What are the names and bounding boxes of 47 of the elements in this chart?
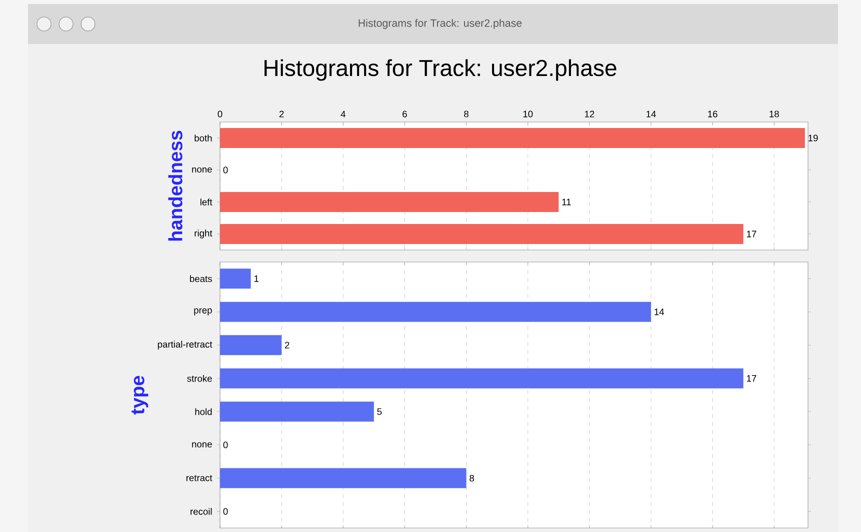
y-tick-label: stroke — [187, 374, 212, 382]
x-tick-label: 8 — [464, 110, 468, 118]
text: Histograms for Track: user2.phase — [358, 19, 522, 29]
y-tick-label: partial-retract — [158, 340, 212, 350]
data-label: 0 — [223, 508, 228, 515]
y-tick-label: right — [194, 230, 212, 238]
y-axis-title: type — [132, 376, 148, 415]
x-tick-label: 18 — [770, 110, 779, 118]
bar — [220, 192, 559, 212]
data-label: 1 — [254, 275, 258, 282]
x-tick-label: 0 — [218, 110, 222, 118]
y-tick-label: hold — [195, 408, 212, 416]
x-tick-label: 16 — [708, 110, 718, 118]
y-tick-label: prep — [194, 308, 212, 316]
x-tick-label: 4 — [340, 110, 346, 118]
data-label: 0 — [223, 442, 228, 448]
bar — [220, 268, 251, 289]
bar — [220, 224, 744, 244]
data-label: 17 — [746, 230, 756, 238]
bar — [220, 402, 374, 422]
x-tick-label: 14 — [646, 110, 656, 118]
y-tick-label: none — [192, 442, 212, 448]
bar — [220, 302, 651, 322]
x-tick-label: 2 — [279, 110, 284, 118]
data-label: 0 — [223, 166, 228, 174]
y-tick-label: retract — [186, 475, 212, 482]
x-tick-label: 6 — [402, 110, 407, 118]
data-label: 5 — [377, 408, 382, 415]
data-label: 2 — [284, 342, 290, 348]
data-label: 17 — [746, 375, 756, 382]
data-label: 8 — [470, 474, 474, 482]
data-label: 19 — [808, 134, 818, 142]
y-tick-label: left — [200, 198, 212, 206]
y-tick-label: none — [192, 167, 212, 173]
chart-title: Histograms for Track: user2.phase — [264, 59, 616, 81]
y-tick-label: beats — [190, 275, 212, 282]
data-label: 11 — [562, 198, 571, 206]
x-tick-label: 12 — [584, 110, 594, 118]
bar — [220, 335, 282, 356]
bar — [220, 468, 466, 488]
y-tick-label: both — [194, 134, 212, 142]
x-tick-label: 10 — [523, 110, 533, 118]
y-tick-label: recoil — [190, 508, 212, 515]
bar — [220, 368, 744, 388]
bar — [220, 128, 805, 148]
y-axis-title: handedness — [168, 130, 182, 241]
data-label: 14 — [654, 308, 664, 316]
